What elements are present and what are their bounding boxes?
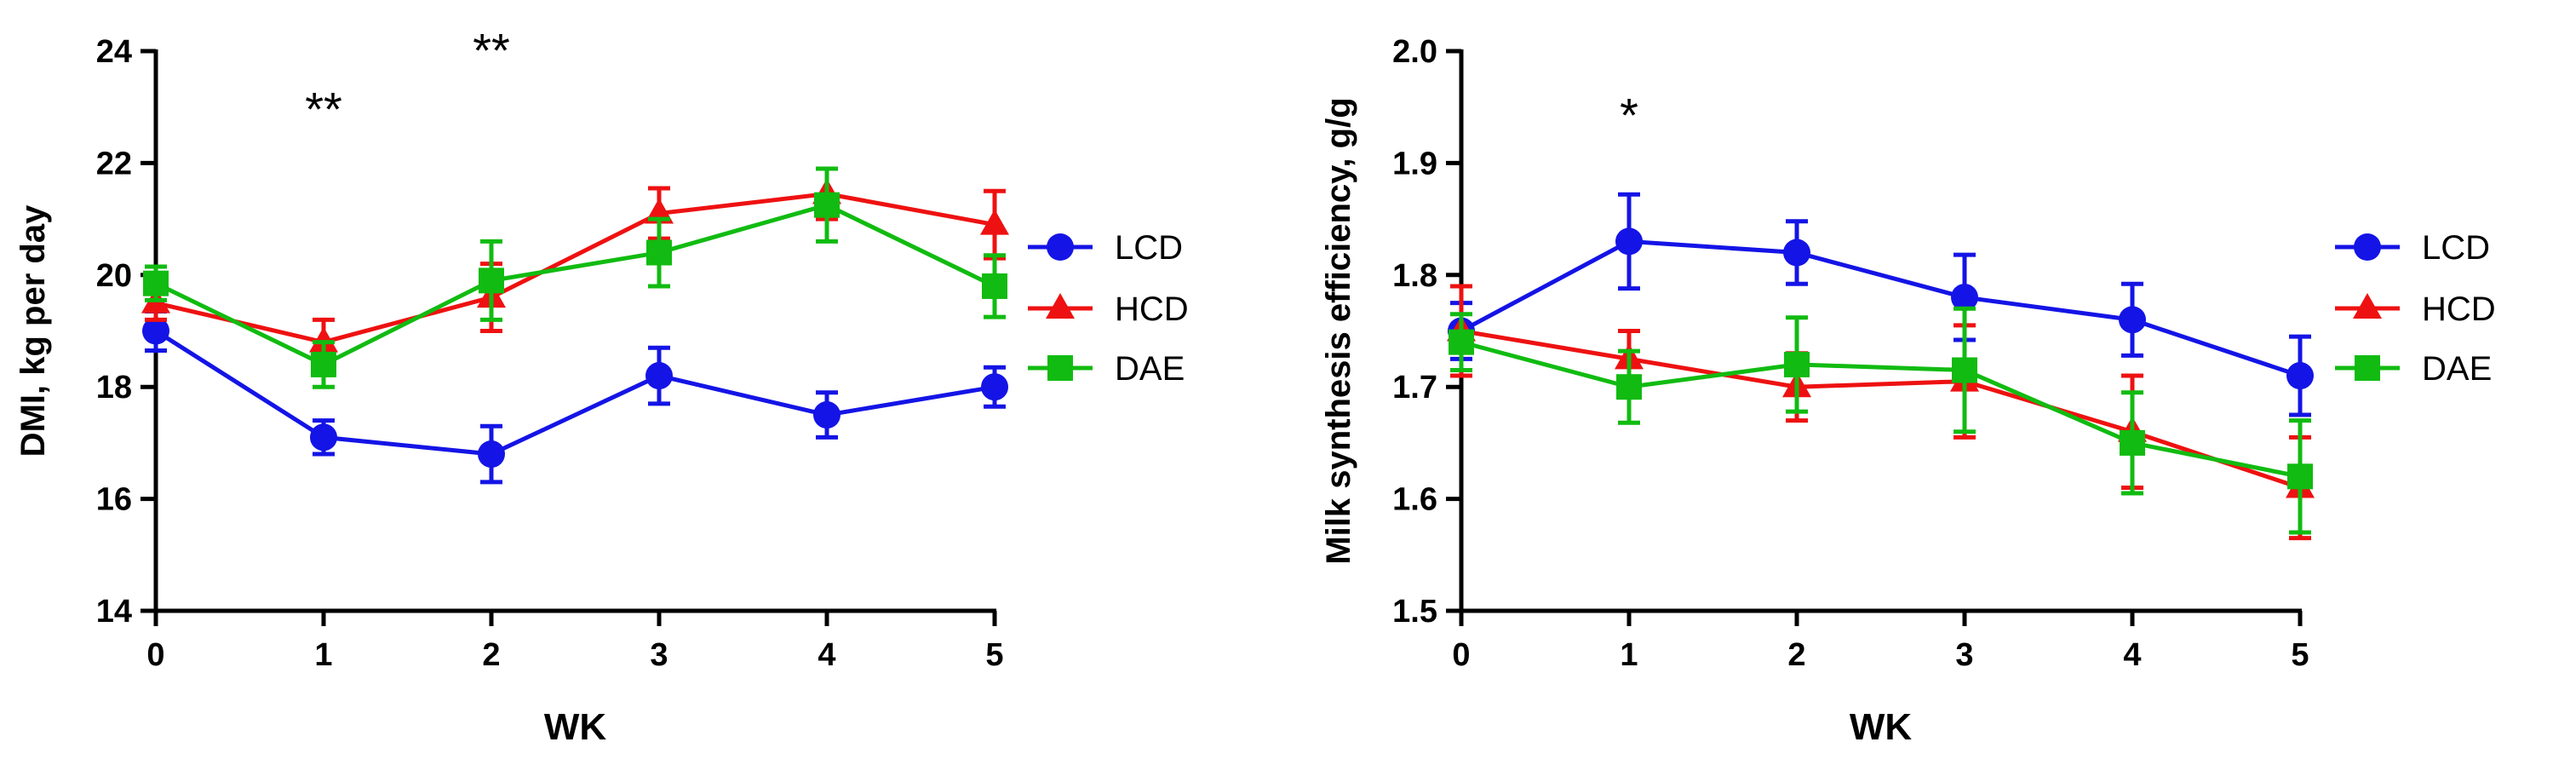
series-line	[154, 329, 995, 457]
data-point-dae	[1784, 351, 1810, 377]
x-tick-label: 3	[1955, 637, 1973, 673]
series-lcd	[142, 309, 1008, 485]
data-point-lcd	[142, 317, 169, 345]
legend-label-dae: DAE	[2422, 350, 2492, 388]
y-tick-label: 1.9	[1392, 146, 1437, 181]
significance-marker: **	[473, 24, 510, 78]
legend-label-hcd: HCD	[2422, 290, 2496, 328]
legend-marker-hcd	[1046, 293, 1075, 319]
data-point-dae	[311, 351, 336, 377]
data-point-lcd	[1783, 239, 1810, 267]
x-tick-label: 5	[985, 637, 1003, 673]
x-tick-label: 0	[146, 637, 164, 673]
series-lcd	[1448, 192, 2314, 417]
legend-marker-dae	[2355, 355, 2380, 381]
x-tick-label: 2	[1787, 637, 1805, 673]
data-point-lcd	[981, 373, 1008, 401]
x-axis-label: WK	[544, 706, 607, 748]
series-hcd	[1447, 284, 2315, 541]
x-tick-label: 2	[482, 637, 500, 673]
data-point-dae	[814, 192, 840, 218]
significance-marker: **	[305, 83, 342, 136]
y-axis-label: Milk synthesis efficiency, g/g	[1320, 97, 1357, 564]
series-line	[1460, 329, 2301, 490]
y-tick-label: 1.7	[1392, 370, 1437, 406]
series-dae	[143, 166, 1007, 389]
significance-marker: **	[640, 0, 678, 13]
data-point-lcd	[1951, 284, 1978, 312]
y-tick-label: 18	[96, 370, 132, 406]
series-line	[1460, 340, 2301, 479]
x-tick-label: 3	[650, 637, 668, 673]
y-tick-label: 2.0	[1392, 34, 1437, 70]
x-tick-label: 1	[1620, 637, 1638, 673]
data-point-hcd	[309, 326, 338, 353]
series-line	[154, 203, 996, 367]
y-axis-label: DMI, kg per day	[14, 204, 52, 457]
x-tick-label: 4	[818, 637, 835, 673]
data-point-lcd	[310, 423, 337, 452]
series-line	[1460, 239, 2301, 378]
legend-label-hcd: HCD	[1115, 290, 1189, 328]
legend-marker-hcd	[2353, 293, 2382, 319]
data-point-dae	[1952, 357, 1977, 383]
data-point-lcd	[645, 362, 673, 390]
data-point-dae	[982, 273, 1007, 299]
legend-label-lcd: LCD	[1115, 229, 1183, 267]
y-tick-label: 1.8	[1392, 258, 1437, 294]
x-axis-label: WK	[1850, 706, 1913, 748]
y-tick-label: 20	[96, 258, 132, 294]
series-line	[155, 192, 995, 345]
y-tick-label: 16	[96, 482, 132, 518]
series-dae	[1449, 306, 2313, 535]
x-tick-label: 1	[314, 637, 332, 673]
data-point-dae	[479, 267, 504, 294]
x-tick-label: 5	[2291, 637, 2309, 673]
data-point-lcd	[478, 440, 505, 469]
y-tick-label: 1.5	[1392, 594, 1437, 630]
legend-marker-lcd	[2354, 233, 2381, 261]
legend: LCD HCD DAE	[2335, 229, 2496, 388]
data-point-lcd	[2119, 306, 2146, 334]
data-point-lcd	[1615, 227, 1643, 256]
data-point-dae	[646, 239, 672, 266]
y-tick-label: 24	[96, 34, 132, 70]
y-tick-label: 14	[96, 594, 132, 630]
x-tick-label: 0	[1452, 637, 1470, 673]
significance-marker: **	[976, 0, 1013, 19]
y-tick-label: 22	[96, 146, 132, 181]
data-point-dae	[1449, 329, 1474, 355]
legend: LCD HCD DAE	[1028, 229, 1189, 388]
y-tick-label: 1.6	[1392, 482, 1437, 518]
chart-panel-2: 1.5 1.6 1.7 1.8 1.9 2.0 0 1 2 3 4 5 WK Milk synthesis…	[1320, 34, 2496, 748]
significance-marker: *	[1620, 88, 1638, 141]
chart-panel-1: 14 16 18 20 22 24 0 1 2 3 4 5 WK DMI, kg per day ** ** *…	[14, 0, 1189, 748]
data-point-lcd	[813, 401, 840, 429]
legend-marker-dae	[1047, 355, 1073, 381]
data-point-dae	[143, 270, 169, 296]
x-tick-label: 4	[2123, 637, 2141, 673]
data-point-dae	[2120, 429, 2145, 456]
legend-label-dae: DAE	[1115, 350, 1185, 388]
data-point-lcd	[2286, 362, 2314, 390]
legend-marker-lcd	[1047, 233, 1074, 261]
data-point-dae	[2287, 463, 2313, 490]
data-point-hcd	[980, 209, 1009, 235]
data-point-dae	[1616, 374, 1642, 400]
legend-label-lcd: LCD	[2422, 229, 2490, 267]
